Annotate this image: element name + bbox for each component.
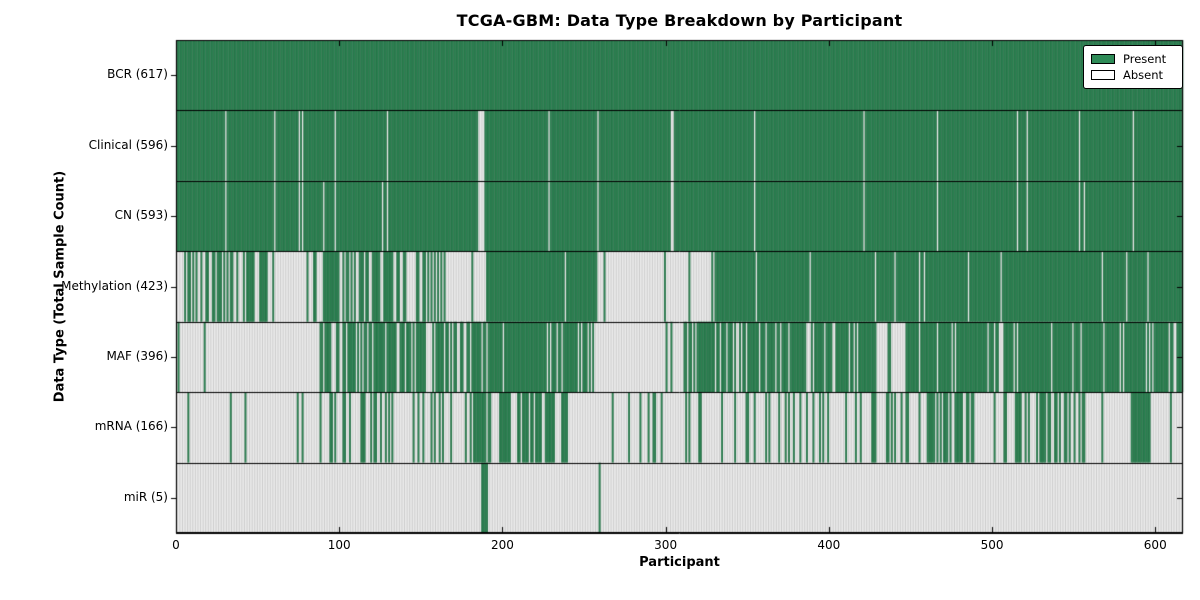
x-tick-label: 300 <box>654 538 678 552</box>
y-tick-label: miR (5) <box>123 489 168 504</box>
y-tick-label: mRNA (166) <box>94 419 168 434</box>
x-tick-label: 0 <box>172 538 180 552</box>
present-swatch-icon <box>1091 54 1115 64</box>
y-tick-label: CN (593) <box>114 208 168 223</box>
x-tick-label: 400 <box>817 538 841 552</box>
chart-title: TCGA-GBM: Data Type Breakdown by Partici… <box>456 11 903 30</box>
y-tick-label: Methylation (423) <box>61 278 168 293</box>
x-tick-label: 100 <box>327 538 351 552</box>
absent-swatch-icon <box>1091 70 1115 80</box>
x-tick-label: 200 <box>490 538 514 552</box>
legend-entry-absent: Absent <box>1091 67 1175 83</box>
legend: Present Absent <box>1083 45 1183 89</box>
x-tick-label: 500 <box>980 538 1004 552</box>
legend-label-present: Present <box>1123 52 1167 66</box>
x-axis-label: Participant <box>639 555 720 570</box>
y-tick-label: MAF (396) <box>106 348 168 363</box>
legend-entry-present: Present <box>1091 51 1175 67</box>
y-tick-label: Clinical (596) <box>88 137 168 152</box>
legend-label-absent: Absent <box>1123 68 1164 82</box>
y-tick-label: BCR (617) <box>107 67 168 82</box>
x-tick-label: 600 <box>1143 538 1167 552</box>
